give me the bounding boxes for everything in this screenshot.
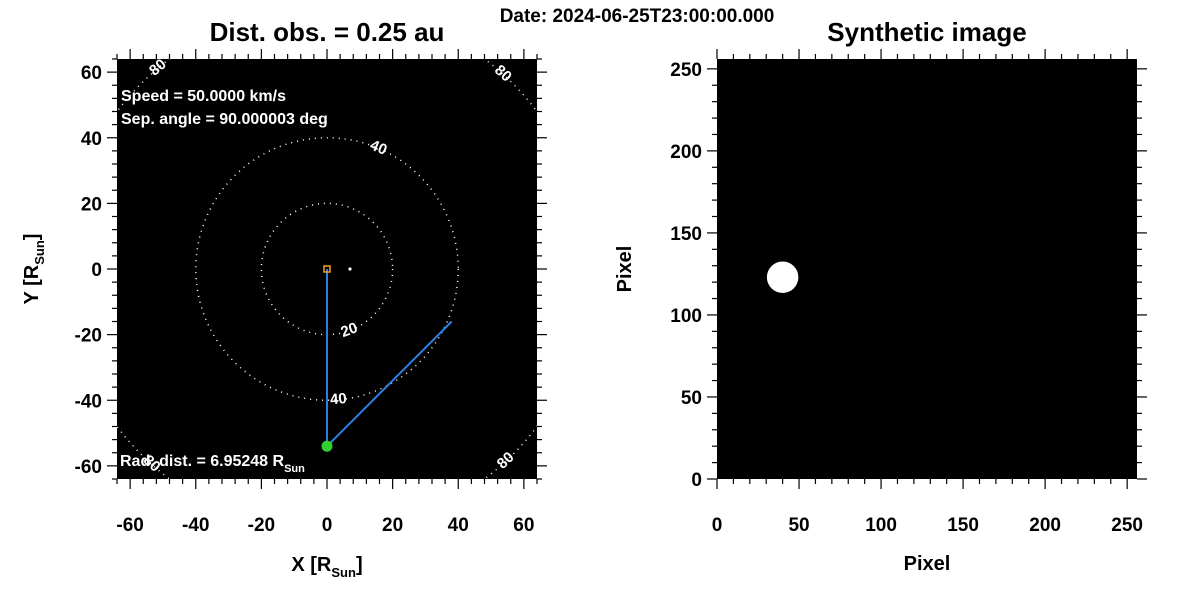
right-tick-labels: 0 50 100 150 200 250 0 50 100 150 200 250	[670, 60, 1143, 536]
sun-marker	[323, 265, 331, 273]
left-ylabel-close: ]	[21, 234, 43, 241]
right-ytick-label: 200	[670, 142, 702, 163]
left-axis-ticks	[107, 49, 547, 489]
left-ytick-label: -20	[75, 326, 102, 347]
left-xtick-label: -20	[248, 515, 275, 536]
right-y-axis-label: Pixel	[614, 246, 636, 293]
left-xtick-label: 40	[448, 515, 469, 536]
cme-marker	[348, 267, 352, 271]
left-y-axis-label: Y [RSun]	[21, 234, 47, 305]
left-ytick-label: 20	[81, 194, 102, 215]
left-xtick-label: 60	[513, 515, 534, 536]
right-ytick-label: 250	[670, 60, 702, 81]
left-ytick-label: -40	[75, 391, 102, 412]
left-xtick-label: 0	[322, 515, 333, 536]
right-ytick-label: 50	[681, 388, 702, 409]
left-xtick-label: -40	[182, 515, 209, 536]
date-label: Date: 2024-06-25T23:00:00.000	[500, 6, 775, 27]
circle-label-20: 20	[339, 319, 360, 341]
left-xlabel-main: X [R	[291, 554, 332, 576]
rad-dist-annotation: Rad. dist. = 6.95248 RSun	[120, 453, 305, 475]
rad-dist-sub: Sun	[284, 463, 305, 475]
left-xtick-label: -60	[116, 515, 143, 536]
blob	[766, 261, 799, 293]
right-xtick-label: 150	[947, 515, 979, 536]
body-markers	[321, 265, 352, 452]
left-ylabel-main: Y [R	[21, 264, 43, 304]
line-of-sight-line	[326, 320, 453, 447]
right-ytick-label: 150	[670, 224, 702, 245]
left-xlabel-close: ]	[356, 554, 363, 576]
ray-lines	[326, 269, 453, 447]
left-ylabel-sub: Sun	[32, 240, 47, 265]
right-ytick-label: 0	[691, 470, 702, 491]
left-ytick-label: -60	[75, 457, 102, 478]
left-x-axis-label: X [RSun]	[291, 554, 362, 580]
circle-label-40: 40	[329, 390, 347, 408]
left-ytick-label: 40	[81, 129, 102, 150]
sep-angle-annotation: Sep. angle = 90.000003 deg	[121, 111, 328, 128]
left-title: Dist. obs. = 0.25 au	[210, 17, 445, 47]
observer-marker	[321, 440, 333, 452]
circle-label-40: 40	[367, 137, 389, 159]
left-tick-labels: -60 -40 -20 0 20 40 60 -60 -40 -20 0 20 40 60	[75, 63, 535, 536]
right-xtick-label: 0	[712, 515, 723, 536]
right-x-axis-label: Pixel	[904, 553, 951, 575]
distance-circle-r40	[195, 137, 459, 401]
right-xtick-label: 50	[788, 515, 809, 536]
left-xlabel-sub: Sun	[331, 565, 356, 580]
speed-annotation: Speed = 50.0000 km/s	[121, 88, 286, 105]
right-title: Synthetic image	[827, 17, 1026, 47]
right-panel: Synthetic image 0 50 100 150 200 250 0 50 100 150…	[614, 17, 1147, 575]
right-axis-ticks	[707, 49, 1147, 489]
synthetic-image-blob	[766, 261, 799, 293]
left-ytick-label: 60	[81, 63, 102, 84]
left-ytick-label: 0	[91, 260, 102, 281]
right-xtick-label: 250	[1111, 515, 1143, 536]
right-xtick-label: 100	[865, 515, 897, 536]
right-xtick-label: 200	[1029, 515, 1061, 536]
rad-dist-main: Rad. dist. = 6.95248 R	[120, 453, 285, 470]
left-xtick-label: 20	[382, 515, 403, 536]
right-ytick-label: 100	[670, 306, 702, 327]
